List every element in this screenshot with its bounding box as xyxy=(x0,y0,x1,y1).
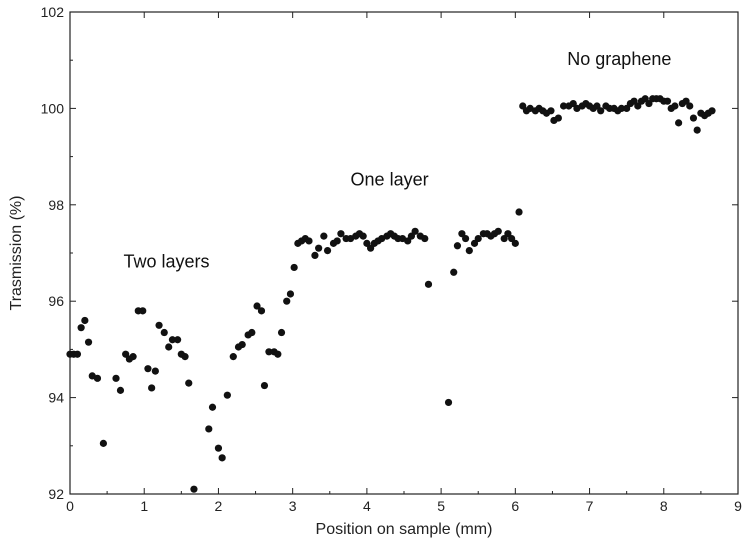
data-point xyxy=(671,102,679,110)
data-point xyxy=(494,227,502,235)
data-point xyxy=(686,102,694,110)
data-point xyxy=(260,381,269,390)
data-point xyxy=(185,379,193,387)
data-point xyxy=(315,244,323,252)
data-point xyxy=(99,439,107,447)
data-point xyxy=(253,302,261,310)
x-tick-label: 5 xyxy=(437,498,445,514)
data-point xyxy=(205,425,213,433)
data-point xyxy=(708,107,716,115)
x-tick-label: 9 xyxy=(734,498,742,514)
data-point xyxy=(559,102,568,110)
data-points xyxy=(66,95,716,493)
y-tick-label: 92 xyxy=(48,486,64,502)
y-tick-label: 102 xyxy=(41,4,65,20)
data-point xyxy=(597,107,605,115)
data-point xyxy=(155,321,163,329)
data-point xyxy=(693,126,701,134)
data-point xyxy=(337,230,345,238)
data-point xyxy=(675,119,683,127)
data-point xyxy=(112,374,120,382)
y-tick-label: 96 xyxy=(48,293,64,309)
x-tick-label: 6 xyxy=(511,498,519,514)
data-point xyxy=(444,398,453,407)
data-point xyxy=(248,328,256,337)
y-tick-label: 94 xyxy=(48,390,64,406)
data-point xyxy=(554,114,562,122)
data-point xyxy=(547,107,555,115)
data-point xyxy=(84,338,93,346)
data-point xyxy=(208,403,217,411)
y-tick-label: 98 xyxy=(48,197,64,213)
data-point xyxy=(286,290,295,298)
data-point xyxy=(511,239,519,247)
data-point xyxy=(73,350,82,358)
annotation-label: One layer xyxy=(351,170,429,190)
data-point xyxy=(181,353,189,361)
data-point xyxy=(229,353,237,361)
data-point xyxy=(323,246,332,255)
data-point xyxy=(311,251,319,260)
data-point xyxy=(290,263,298,272)
data-point xyxy=(223,391,231,399)
data-point xyxy=(151,367,159,375)
data-point xyxy=(144,365,152,373)
data-point xyxy=(474,234,482,243)
x-tick-label: 3 xyxy=(289,498,297,514)
data-point xyxy=(257,307,266,315)
y-axis-label: Trasmission (%) xyxy=(8,196,25,311)
x-axis-label: Position on sample (mm) xyxy=(316,521,493,538)
data-point xyxy=(411,227,419,235)
axes: 0 1 2 3 4 5 6 7 8 9 92 94 96 98 100 102 xyxy=(41,4,742,514)
annotation-label: No graphene xyxy=(567,49,671,69)
data-point xyxy=(218,454,226,462)
x-tick-label: 8 xyxy=(660,498,668,514)
data-point xyxy=(93,374,102,382)
x-tick-label: 0 xyxy=(66,498,74,514)
data-point xyxy=(81,316,89,325)
data-point xyxy=(617,104,626,112)
data-point xyxy=(424,280,433,288)
data-point xyxy=(165,343,173,351)
data-point xyxy=(129,353,137,361)
data-point xyxy=(450,268,458,276)
data-point xyxy=(214,444,223,452)
data-point xyxy=(333,237,341,245)
data-point xyxy=(320,232,328,240)
data-point xyxy=(148,384,156,392)
data-point xyxy=(421,234,429,243)
data-point xyxy=(305,237,313,245)
data-point xyxy=(168,336,177,344)
x-tick-label: 1 xyxy=(140,498,148,514)
data-point xyxy=(139,307,147,315)
data-point xyxy=(462,234,470,243)
data-point xyxy=(283,297,291,305)
x-tick-label: 7 xyxy=(586,498,594,514)
data-point xyxy=(265,348,273,356)
data-point xyxy=(277,328,286,337)
data-point xyxy=(663,97,672,105)
data-point xyxy=(190,485,198,493)
data-point xyxy=(465,246,473,255)
annotations: Two layers One layer No graphene xyxy=(123,49,671,271)
data-point xyxy=(359,232,367,240)
data-point xyxy=(453,242,462,250)
x-tick-label: 2 xyxy=(215,498,223,514)
data-point xyxy=(689,114,698,122)
data-point xyxy=(274,350,282,358)
data-point xyxy=(160,328,168,337)
data-point xyxy=(238,340,246,349)
x-tick-label: 4 xyxy=(363,498,371,514)
data-point xyxy=(174,336,182,344)
y-tick-label: 100 xyxy=(41,100,65,116)
data-point xyxy=(116,386,125,394)
data-point xyxy=(515,208,523,216)
data-point xyxy=(77,324,85,332)
annotation-label: Two layers xyxy=(123,251,209,271)
